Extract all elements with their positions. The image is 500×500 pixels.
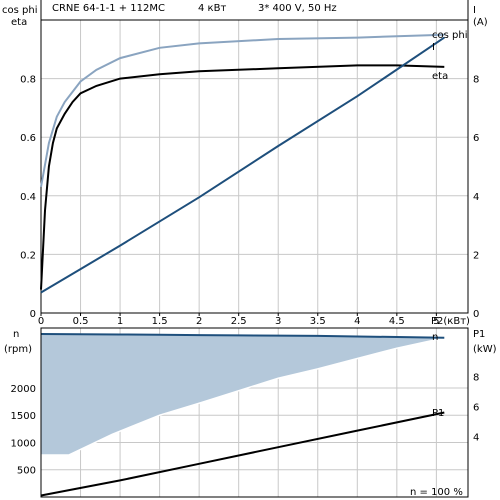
y-left-tick-label: 2000	[11, 384, 36, 395]
bottom-x-end-label: n = 100 %	[410, 487, 463, 498]
y-left-tick-label: 0	[30, 309, 36, 320]
series-label-eta: eta	[432, 71, 448, 82]
efficiency-current-panel: 0 0.5 1 1.5 2 2.5 3 3.5 4 4.5 5 0 0.2 0.4 0.6 0.8 0 2 4 6 8 c…	[20, 0, 479, 327]
y-right-label-kw: (kW)	[473, 344, 497, 355]
series-label-n: n	[432, 332, 438, 343]
y-left-tick-label: 1500	[11, 411, 36, 422]
x-tick-label: 4	[354, 316, 360, 327]
x-tick-label: 1	[117, 316, 123, 327]
series-line-p1	[40, 411, 445, 497]
bottom-axis-titles: n (rpm) P1 (kW) n = 100 %	[4, 329, 497, 498]
y-right-tick-label: 4	[473, 192, 479, 203]
y-left-tick-label: 0.6	[20, 133, 36, 144]
y-left-tick-label: 0.4	[20, 192, 36, 203]
bottom-plot-frame	[40, 327, 469, 498]
header-pump: CRNE 64-1-1 + 112MC	[52, 3, 165, 14]
y-left-tick-label: 500	[17, 466, 36, 477]
header-power: 4 кВт	[198, 3, 226, 14]
y-right-tick-label: 6	[473, 402, 479, 413]
top-plot-frame	[40, 19, 469, 314]
series-line-cos-phi	[40, 33, 445, 188]
y-right-tick-label: 4	[473, 433, 479, 444]
x-tick-label: 2	[196, 316, 202, 327]
x-tick-label: 2.5	[231, 316, 247, 327]
x-tick-label: 1.5	[152, 316, 168, 327]
x-axis-label-p2: P2(кВт)	[431, 316, 470, 327]
x-tick-label: 0	[38, 316, 44, 327]
y-left-label-n: n	[13, 329, 19, 340]
x-tick-label: 5	[433, 316, 439, 327]
y-left-tick-label: 1000	[11, 438, 36, 449]
y-left-tick-label: 0.2	[20, 250, 36, 261]
y-left-label-eta: eta	[11, 17, 27, 28]
series-label-cosphi: cos phi	[432, 30, 467, 41]
header: CRNE 64-1-1 + 112MC 4 кВт 3* 400 V, 50 H…	[52, 3, 337, 14]
y-left-label-cosphi: cos phi	[2, 5, 37, 16]
series-line-eta	[40, 64, 445, 290]
x-tick-label: 4.5	[389, 316, 405, 327]
series-label-p1: P1	[432, 408, 444, 419]
series-line-i	[40, 36, 445, 294]
y-right-tick-label: 0	[473, 309, 479, 320]
top-axis-titles: cos phi eta I (A) P2(кВт)	[2, 5, 488, 327]
x-tick-label: 0.5	[73, 316, 89, 327]
speed-range-lower-edge	[41, 337, 445, 456]
y-right-label-p1: P1	[473, 329, 485, 340]
y-left-label-rpm: (rpm)	[4, 344, 32, 355]
speed-power-panel: 500 1000 1500 2000 4 6 8 n P1	[11, 327, 479, 498]
x-tick-label: 3	[275, 316, 281, 327]
series-label-i: I	[432, 42, 435, 53]
y-right-tick-label: 8	[473, 372, 479, 383]
y-right-label-a: (A)	[473, 17, 488, 28]
speed-range-area	[41, 334, 445, 455]
y-right-tick-label: 6	[473, 133, 479, 144]
y-right-tick-label: 2	[473, 250, 479, 261]
series-line-n	[40, 333, 445, 339]
y-left-tick-label: 0.8	[20, 75, 36, 86]
y-right-label-i: I	[473, 5, 476, 16]
header-supply: 3* 400 V, 50 Hz	[258, 3, 337, 14]
x-tick-label: 3.5	[310, 316, 326, 327]
y-right-tick-label: 8	[473, 75, 479, 86]
